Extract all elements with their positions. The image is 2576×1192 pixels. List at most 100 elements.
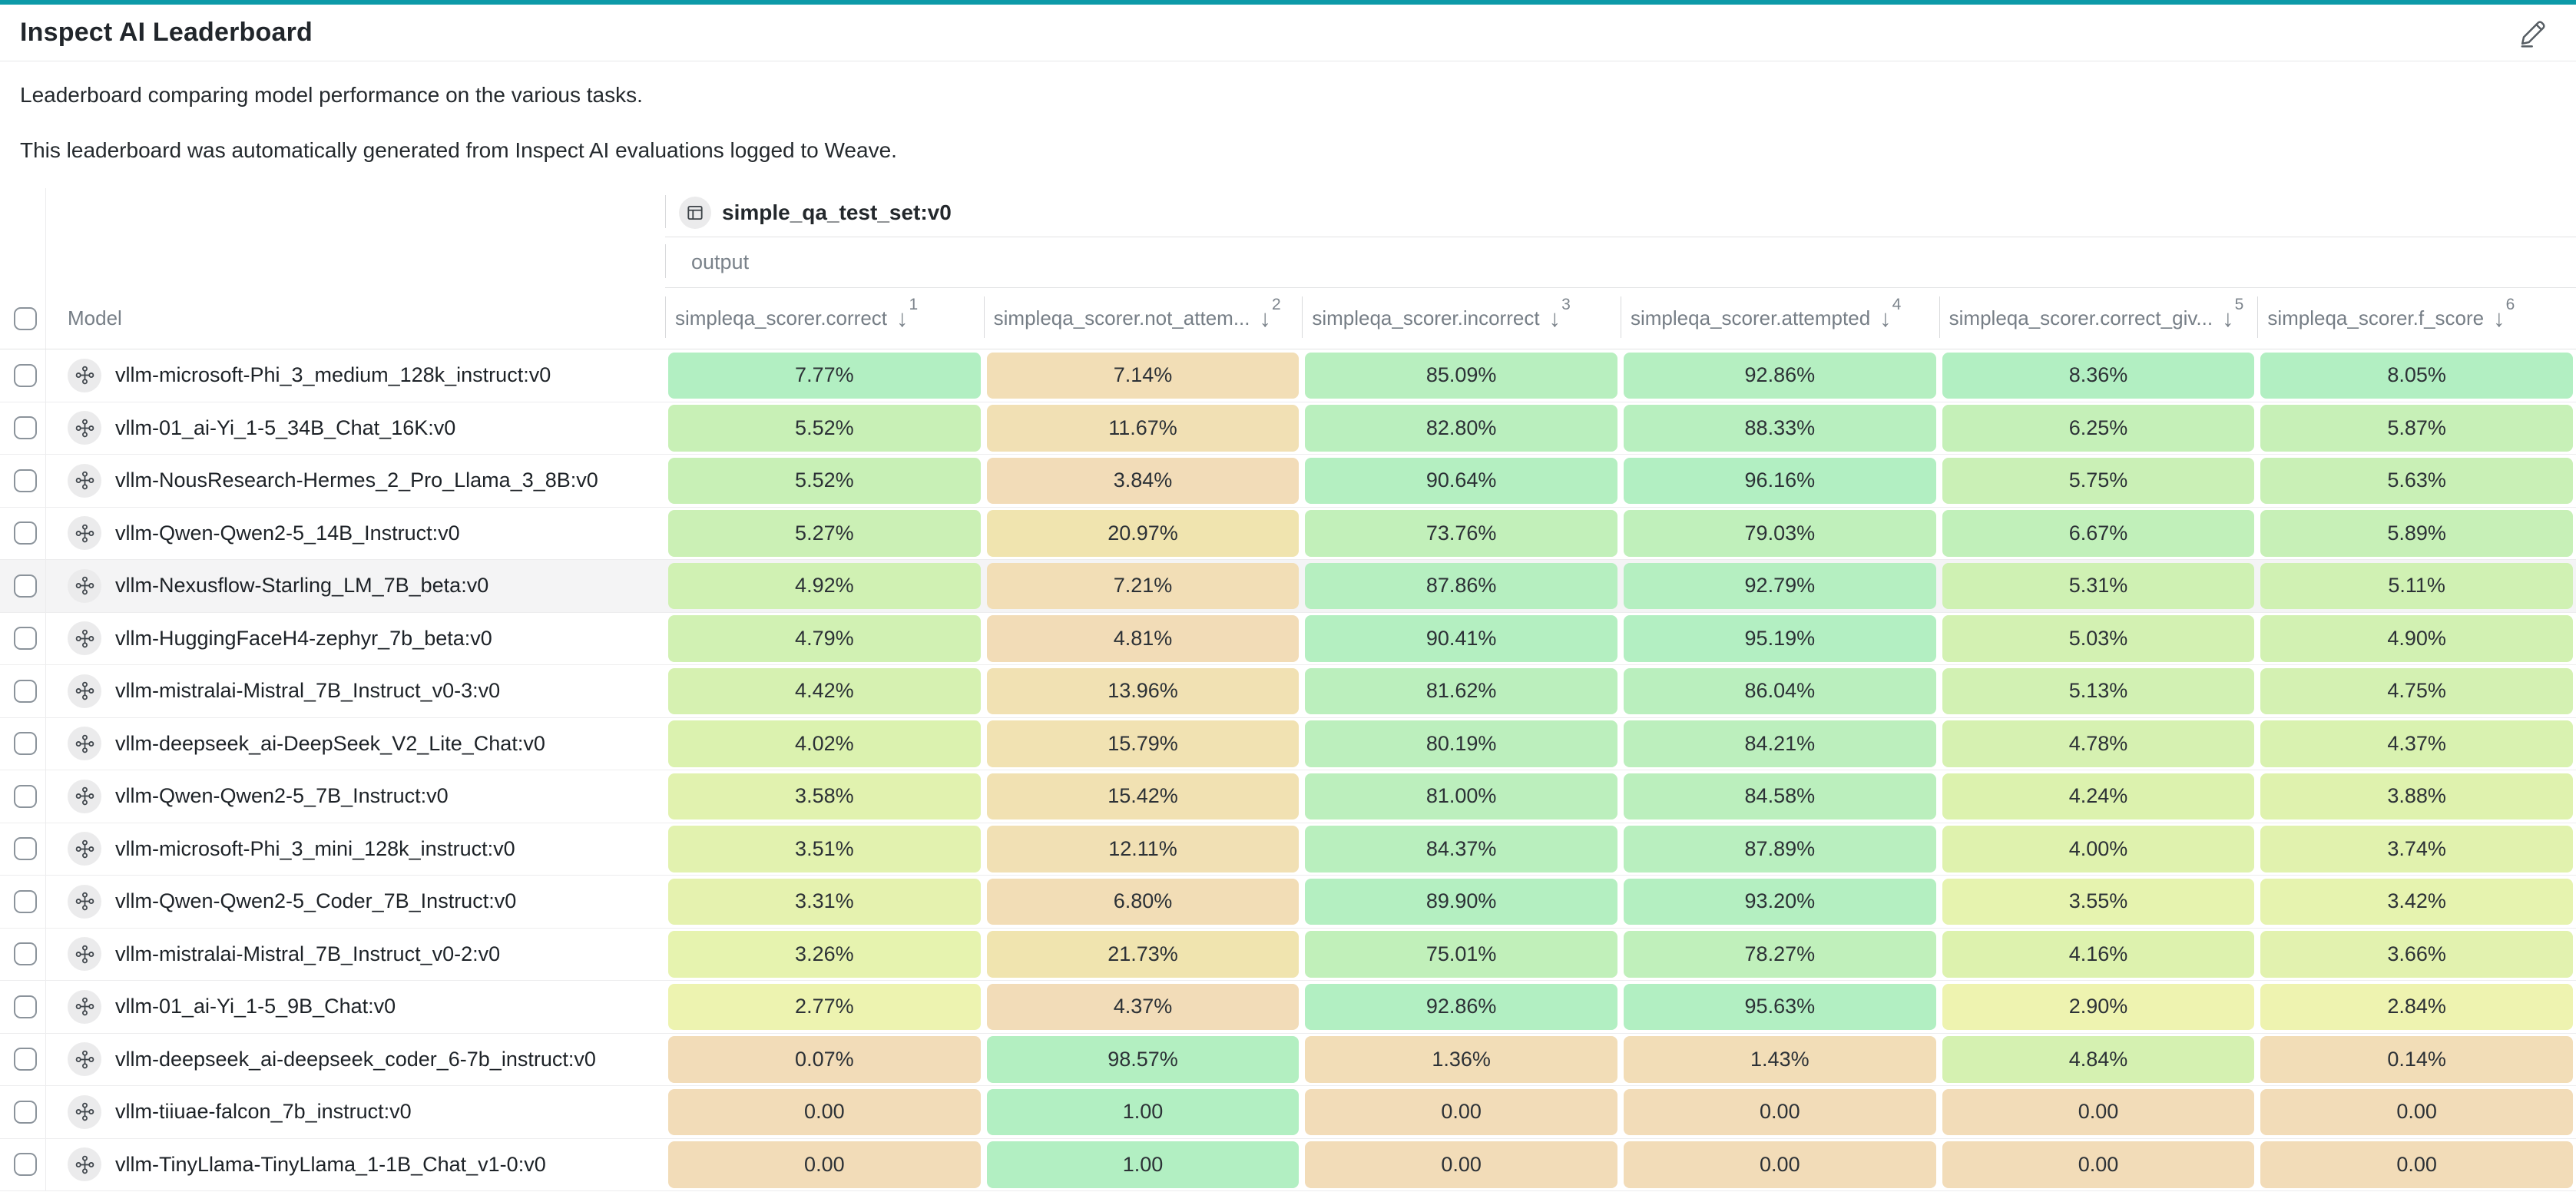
- score-cell[interactable]: 4.78%: [1942, 720, 2255, 767]
- row-checkbox[interactable]: [14, 995, 37, 1018]
- score-cell[interactable]: 96.16%: [1623, 457, 1936, 504]
- score-cell[interactable]: 20.97%: [986, 510, 1300, 557]
- sort-desc-icon[interactable]: ↓ 6: [2493, 296, 2515, 332]
- score-cell[interactable]: 6.67%: [1942, 510, 2255, 557]
- score-cell[interactable]: 7.14%: [986, 352, 1300, 399]
- column-header-1[interactable]: simpleqa_scorer.correct ↓ 1: [665, 288, 984, 349]
- score-cell[interactable]: 0.14%: [2260, 1036, 2573, 1083]
- row-checkbox[interactable]: [14, 889, 37, 913]
- row-checkbox[interactable]: [14, 574, 37, 598]
- column-header-4[interactable]: simpleqa_scorer.attempted ↓ 4: [1620, 288, 1939, 349]
- score-cell[interactable]: 4.92%: [668, 562, 981, 609]
- sort-desc-icon[interactable]: ↓ 2: [1259, 296, 1281, 332]
- score-cell[interactable]: 11.67%: [986, 405, 1300, 452]
- model-cell[interactable]: vllm-deepseek_ai-DeepSeek_V2_Lite_Chat:v…: [46, 718, 665, 770]
- score-cell[interactable]: 4.37%: [2260, 720, 2573, 767]
- score-cell[interactable]: 92.86%: [1623, 352, 1936, 399]
- score-cell[interactable]: 7.77%: [668, 352, 981, 399]
- score-cell[interactable]: 5.31%: [1942, 562, 2255, 609]
- score-cell[interactable]: 4.90%: [2260, 615, 2573, 662]
- model-cell[interactable]: vllm-microsoft-Phi_3_medium_128k_instruc…: [46, 349, 665, 402]
- score-cell[interactable]: 87.86%: [1305, 562, 1617, 609]
- score-cell[interactable]: 5.89%: [2260, 510, 2573, 557]
- score-cell[interactable]: 0.00: [1942, 1088, 2255, 1135]
- model-cell[interactable]: vllm-microsoft-Phi_3_mini_128k_instruct:…: [46, 823, 665, 876]
- score-cell[interactable]: 85.09%: [1305, 352, 1617, 399]
- score-cell[interactable]: 8.05%: [2260, 352, 2573, 399]
- model-cell[interactable]: vllm-Qwen-Qwen2-5_14B_Instruct:v0: [46, 508, 665, 560]
- score-cell[interactable]: 3.42%: [2260, 878, 2573, 925]
- row-checkbox[interactable]: [14, 627, 37, 651]
- score-cell[interactable]: 4.84%: [1942, 1036, 2255, 1083]
- score-cell[interactable]: 95.63%: [1623, 983, 1936, 1030]
- score-cell[interactable]: 88.33%: [1623, 405, 1936, 452]
- score-cell[interactable]: 0.00: [668, 1088, 981, 1135]
- score-cell[interactable]: 0.07%: [668, 1036, 981, 1083]
- edit-button[interactable]: [2513, 13, 2553, 53]
- table-row[interactable]: vllm-01_ai-Yi_1-5_34B_Chat_16K:v0 5.52% 11…: [0, 402, 2576, 455]
- score-cell[interactable]: 4.37%: [986, 983, 1300, 1030]
- score-cell[interactable]: 5.11%: [2260, 562, 2573, 609]
- column-header-6[interactable]: simpleqa_scorer.f_score ↓ 6: [2257, 288, 2576, 349]
- score-cell[interactable]: 2.77%: [668, 983, 981, 1030]
- score-cell[interactable]: 3.84%: [986, 457, 1300, 504]
- row-checkbox[interactable]: [14, 784, 37, 808]
- table-row[interactable]: vllm-mistralai-Mistral_7B_Instruct_v0-2:…: [0, 928, 2576, 981]
- score-cell[interactable]: 3.74%: [2260, 826, 2573, 872]
- score-cell[interactable]: 92.86%: [1305, 983, 1617, 1030]
- score-cell[interactable]: 4.16%: [1942, 931, 2255, 978]
- model-column-header-cell[interactable]: Model: [46, 288, 665, 349]
- table-row[interactable]: vllm-tiiuae-falcon_7b_instruct:v0 0.00 1.0…: [0, 1086, 2576, 1139]
- row-checkbox[interactable]: [14, 942, 37, 966]
- score-cell[interactable]: 4.24%: [1942, 773, 2255, 820]
- score-cell[interactable]: 0.00: [2260, 1141, 2573, 1188]
- sort-desc-icon[interactable]: ↓ 5: [2222, 296, 2244, 332]
- score-cell[interactable]: 95.19%: [1623, 615, 1936, 662]
- score-cell[interactable]: 0.00: [1305, 1141, 1617, 1188]
- score-cell[interactable]: 3.31%: [668, 878, 981, 925]
- column-header-2[interactable]: simpleqa_scorer.not_attem... ↓ 2: [983, 288, 1303, 349]
- score-cell[interactable]: 5.03%: [1942, 615, 2255, 662]
- sort-desc-icon[interactable]: ↓ 3: [1548, 296, 1571, 332]
- score-cell[interactable]: 92.79%: [1623, 562, 1936, 609]
- score-cell[interactable]: 79.03%: [1623, 510, 1936, 557]
- row-checkbox[interactable]: [14, 363, 37, 387]
- row-checkbox[interactable]: [14, 679, 37, 703]
- row-checkbox[interactable]: [14, 1048, 37, 1071]
- score-cell[interactable]: 1.00: [986, 1141, 1300, 1188]
- score-cell[interactable]: 3.66%: [2260, 931, 2573, 978]
- model-cell[interactable]: vllm-HuggingFaceH4-zephyr_7b_beta:v0: [46, 613, 665, 665]
- row-checkbox[interactable]: [14, 732, 37, 756]
- model-cell[interactable]: vllm-Qwen-Qwen2-5_7B_Instruct:v0: [46, 770, 665, 823]
- model-cell[interactable]: vllm-NousResearch-Hermes_2_Pro_Llama_3_8…: [46, 455, 665, 507]
- score-cell[interactable]: 80.19%: [1305, 720, 1617, 767]
- row-checkbox[interactable]: [14, 1153, 37, 1177]
- model-cell[interactable]: vllm-mistralai-Mistral_7B_Instruct_v0-2:…: [46, 929, 665, 981]
- score-cell[interactable]: 4.02%: [668, 720, 981, 767]
- select-all-checkbox[interactable]: [14, 306, 37, 330]
- score-cell[interactable]: 4.42%: [668, 667, 981, 714]
- score-cell[interactable]: 90.64%: [1305, 457, 1617, 504]
- score-cell[interactable]: 84.37%: [1305, 826, 1617, 872]
- score-cell[interactable]: 3.58%: [668, 773, 981, 820]
- score-cell[interactable]: 5.27%: [668, 510, 981, 557]
- sort-desc-icon[interactable]: ↓ 1: [896, 296, 919, 332]
- score-cell[interactable]: 15.79%: [986, 720, 1300, 767]
- score-cell[interactable]: 86.04%: [1623, 667, 1936, 714]
- score-cell[interactable]: 5.52%: [668, 457, 981, 504]
- score-cell[interactable]: 5.87%: [2260, 405, 2573, 452]
- model-cell[interactable]: vllm-Nexusflow-Starling_LM_7B_beta:v0: [46, 560, 665, 612]
- table-row[interactable]: vllm-deepseek_ai-DeepSeek_V2_Lite_Chat:v…: [0, 717, 2576, 770]
- model-cell[interactable]: vllm-tiiuae-falcon_7b_instruct:v0: [46, 1086, 665, 1138]
- score-cell[interactable]: 87.89%: [1623, 826, 1936, 872]
- table-row[interactable]: vllm-Nexusflow-Starling_LM_7B_beta:v0 4.9…: [0, 560, 2576, 613]
- row-checkbox[interactable]: [14, 522, 37, 545]
- table-row[interactable]: vllm-01_ai-Yi_1-5_9B_Chat:v0 2.77% 4.37% 92…: [0, 981, 2576, 1034]
- score-cell[interactable]: 93.20%: [1623, 878, 1936, 925]
- column-header-5[interactable]: simpleqa_scorer.correct_giv... ↓ 5: [1939, 288, 2258, 349]
- score-cell[interactable]: 0.00: [1623, 1141, 1936, 1188]
- score-cell[interactable]: 15.42%: [986, 773, 1300, 820]
- score-cell[interactable]: 3.26%: [668, 931, 981, 978]
- score-cell[interactable]: 4.75%: [2260, 667, 2573, 714]
- table-row[interactable]: vllm-NousResearch-Hermes_2_Pro_Llama_3_8…: [0, 455, 2576, 508]
